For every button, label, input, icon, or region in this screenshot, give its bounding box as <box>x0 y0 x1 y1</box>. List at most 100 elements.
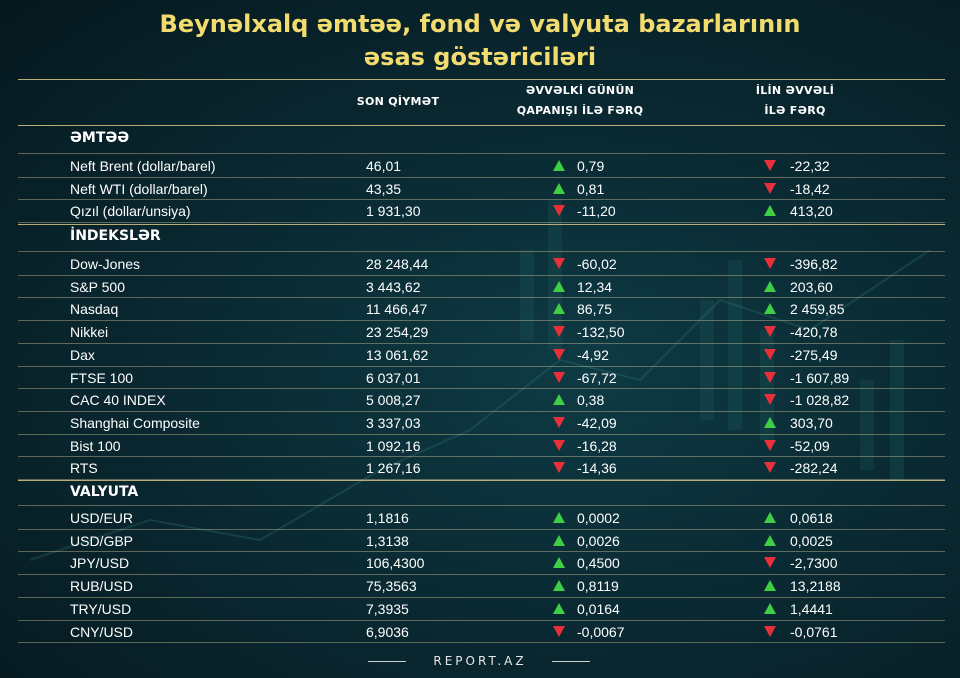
instrument-name: Neft Brent (dollar/barel) <box>70 158 216 174</box>
ytd-change: 13,2188 <box>790 578 841 595</box>
triangle-up-icon <box>553 303 565 315</box>
triangle-down-icon <box>764 326 776 338</box>
triangle-up-icon <box>553 160 565 171</box>
prev-day-change: 0,79 <box>577 158 605 174</box>
table-row: Bist 100 1 092,16 -16,28 -52,09 <box>0 435 960 458</box>
section-rule <box>18 224 945 225</box>
table-row: RUB/USD 75,3563 0,8119 13,2188 <box>0 575 960 598</box>
table-row: Dow-Jones 28 248,44 -60,02 -396,82 <box>0 253 960 276</box>
instrument-name: Neft WTI (dollar/barel) <box>70 180 208 197</box>
row-divider <box>18 528 945 530</box>
last-price: 3 443,62 <box>366 278 421 295</box>
row-divider <box>18 153 945 154</box>
triangle-up-icon <box>764 512 776 523</box>
ytd-change: -420,78 <box>790 324 838 341</box>
table-row: JPY/USD 106,4300 0,4500 -2,7300 <box>0 552 960 575</box>
table-row: TRY/USD 7,3935 0,0164 1,4441 <box>0 598 960 621</box>
last-price: 1 092,16 <box>366 437 421 454</box>
instrument-name: Shanghai Composite <box>70 414 200 431</box>
prev-day-change: -16,28 <box>577 437 617 454</box>
table-row: FTSE 100 6 037,01 -67,72 -1 607,89 <box>0 367 960 390</box>
instrument-name: S&P 500 <box>70 278 126 295</box>
last-price: 1 931,30 <box>366 203 421 220</box>
footer-brand: REPORT.AZ <box>433 654 527 668</box>
table-row: CNY/USD 6,9036 -0,0067 -0,0761 <box>0 621 960 644</box>
instrument-name: TRY/USD <box>70 600 132 617</box>
header-top-rule <box>18 79 945 80</box>
prev-day-change: -67,72 <box>577 369 617 386</box>
row-divider <box>18 222 945 224</box>
instrument-name: RTS <box>70 460 98 477</box>
triangle-up-icon <box>553 534 565 546</box>
prev-day-change: 0,38 <box>577 392 605 409</box>
triangle-up-icon <box>764 602 776 614</box>
row-divider <box>18 388 945 390</box>
column-header-prev-day: ƏVVƏLKİ GÜNÜN QAPANIŞI İLƏ FƏRQ <box>500 81 660 121</box>
last-price: 1 267,16 <box>366 460 421 477</box>
prev-day-change: 0,0002 <box>577 510 620 526</box>
ytd-change: 303,70 <box>790 414 833 431</box>
triangle-up-icon <box>764 205 776 217</box>
instrument-name: Bist 100 <box>70 437 121 454</box>
column-header-year-line2: İLƏ FƏRQ <box>764 104 826 117</box>
prev-day-change: -11,20 <box>577 203 616 220</box>
triangle-up-icon <box>764 416 776 428</box>
last-price: 5 008,27 <box>366 392 421 409</box>
table-row: CAC 40 INDEX 5 008,27 0,38 -1 028,82 <box>0 389 960 412</box>
instrument-name: Nikkei <box>70 324 109 341</box>
table-row: RTS 1 267,16 -14,36 -282,24 <box>0 457 960 480</box>
row-divider <box>18 199 945 201</box>
last-price: 13 061,62 <box>366 346 429 363</box>
triangle-up-icon <box>764 580 776 592</box>
instrument-name: Qızıl (dollar/unsiya) <box>70 203 191 220</box>
row-divider <box>18 505 945 506</box>
row-divider <box>18 596 945 598</box>
row-divider <box>18 251 945 252</box>
triangle-down-icon <box>553 258 565 269</box>
prev-day-change: -0,0067 <box>577 623 625 640</box>
row-divider <box>18 479 945 480</box>
row-divider <box>18 433 945 435</box>
footer-rule-right <box>552 661 590 662</box>
prev-day-change: 0,0164 <box>577 600 620 617</box>
prev-day-change: 0,8119 <box>577 578 619 595</box>
ytd-change: 413,20 <box>790 203 833 220</box>
triangle-down-icon <box>764 160 776 171</box>
triangle-down-icon <box>764 625 776 637</box>
ytd-change: -22,32 <box>790 158 830 174</box>
triangle-up-icon <box>553 580 565 592</box>
triangle-up-icon <box>553 557 565 569</box>
table-row: Qızıl (dollar/unsiya) 1 931,30 -11,20 413,2… <box>0 200 960 223</box>
table-row: Shanghai Composite 3 337,03 -42,09 303,70 <box>0 412 960 435</box>
last-price: 75,3563 <box>366 578 417 595</box>
row-divider <box>18 642 945 644</box>
prev-day-change: -4,92 <box>577 346 609 363</box>
instrument-name: JPY/USD <box>70 555 130 572</box>
column-header-year-line1: İLİN ƏVVƏLİ <box>755 84 835 97</box>
last-price: 11 466,47 <box>366 301 428 318</box>
instrument-name: Dax <box>70 346 95 363</box>
column-header-price: SON QİYMƏT <box>356 95 440 108</box>
triangle-down-icon <box>553 462 565 474</box>
prev-day-change: -42,09 <box>577 414 617 431</box>
triangle-up-icon <box>553 182 565 194</box>
table-row: S&P 500 3 443,62 12,34 203,60 <box>0 276 960 299</box>
instrument-name: USD/EUR <box>70 510 134 526</box>
row-divider <box>18 342 945 344</box>
row-divider <box>18 320 945 322</box>
ytd-change: -2,7300 <box>790 555 838 572</box>
header-bottom-rule <box>18 125 945 126</box>
table-row: USD/EUR 1,1816 0,0002 0,0618 <box>0 507 960 530</box>
last-price: 46,01 <box>366 158 402 174</box>
last-price: 1,1816 <box>366 510 409 526</box>
triangle-up-icon <box>764 534 776 546</box>
row-divider <box>18 619 945 621</box>
title-line-2: əsas göstəriciləri <box>363 43 597 71</box>
prev-day-change: 0,0026 <box>577 532 620 549</box>
last-price: 7,3935 <box>366 600 409 617</box>
triangle-down-icon <box>553 348 565 360</box>
row-divider <box>18 297 945 299</box>
prev-day-change: -132,50 <box>577 324 625 341</box>
row-divider <box>18 365 945 367</box>
prev-day-change: -14,36 <box>577 460 617 477</box>
